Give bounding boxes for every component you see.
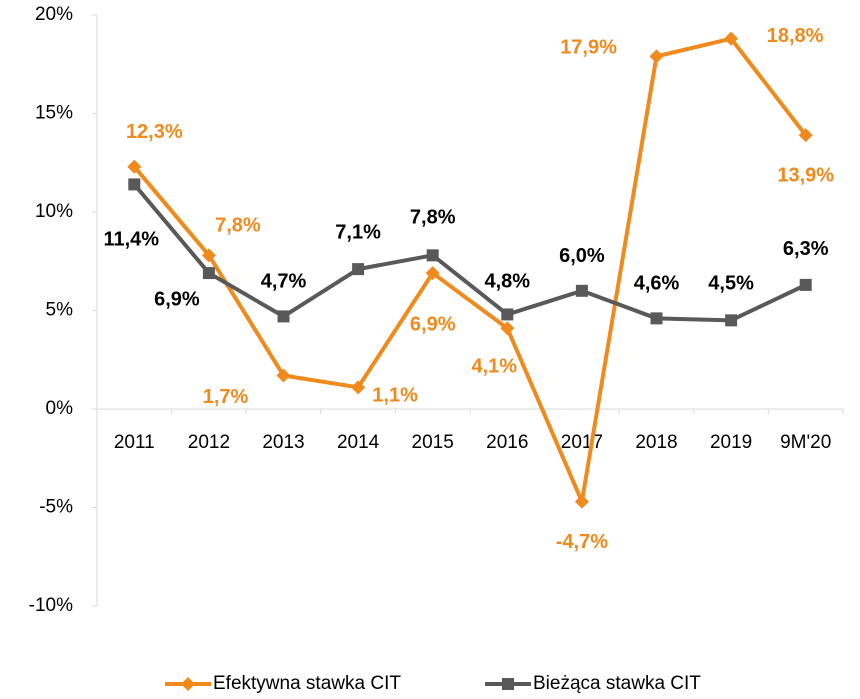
y-tick-label: 20% [35,4,73,25]
x-tick-label: 2013 [262,432,304,453]
marker [501,308,514,321]
marker [725,314,738,327]
marker [352,263,365,276]
legend-label: Bieżąca stawka CIT [533,673,701,694]
data-label: -4,7% [556,531,608,553]
marker [276,368,291,383]
x-tick-label: 2018 [635,432,677,453]
data-label: 4,5% [708,273,754,295]
x-tick-label: 2019 [710,432,752,453]
data-label: 12,3% [126,121,183,143]
marker [574,494,589,509]
y-tick-label: 15% [35,103,73,124]
data-label: 6,0% [559,245,605,267]
marker [650,312,663,325]
legend-label: Efektywna stawka CIT [213,673,401,694]
data-label: 7,8% [410,207,456,229]
data-label: 1,7% [203,386,249,408]
marker [202,267,215,280]
marker [575,284,588,297]
marker [127,159,142,174]
data-label: 13,9% [777,164,834,186]
marker [798,128,813,143]
marker [128,178,141,191]
data-label: 4,7% [261,271,307,293]
data-label: 6,9% [410,313,456,335]
legend-marker [181,677,195,691]
marker [201,248,216,263]
legend-marker [502,678,514,690]
y-tick-label: 0% [46,398,74,419]
data-label: 18,8% [767,25,824,47]
marker [724,31,739,46]
data-label: 17,9% [560,37,617,59]
x-tick-label: 2016 [486,432,528,453]
data-label: 11,4% [103,229,159,251]
x-tick-label: 2017 [561,432,603,453]
x-tick-label: 9M'20 [780,432,831,453]
data-label: 4,6% [634,273,680,295]
x-tick-label: 2015 [412,432,454,453]
data-label: 1,1% [372,385,418,407]
marker [425,266,440,281]
series-line [132,183,807,323]
x-tick-label: 2011 [114,432,155,453]
data-label: 6,3% [783,238,829,260]
marker [426,249,439,262]
data-label: 6,9% [154,288,200,310]
marker [351,380,366,395]
y-tick-label: -10% [29,595,73,616]
data-label: 4,8% [485,271,531,293]
marker [649,49,664,64]
marker [799,278,812,291]
y-tick-label: 10% [35,201,73,222]
series-line [132,36,808,504]
y-tick-label: -5% [39,497,73,518]
y-tick-label: 5% [46,300,74,321]
data-label: 4,1% [472,356,518,378]
data-label: 7,1% [335,221,381,243]
marker [277,310,290,323]
marker [500,321,515,336]
x-tick-label: 2012 [188,432,230,453]
data-label: 7,8% [215,215,261,237]
x-tick-label: 2014 [337,432,380,453]
